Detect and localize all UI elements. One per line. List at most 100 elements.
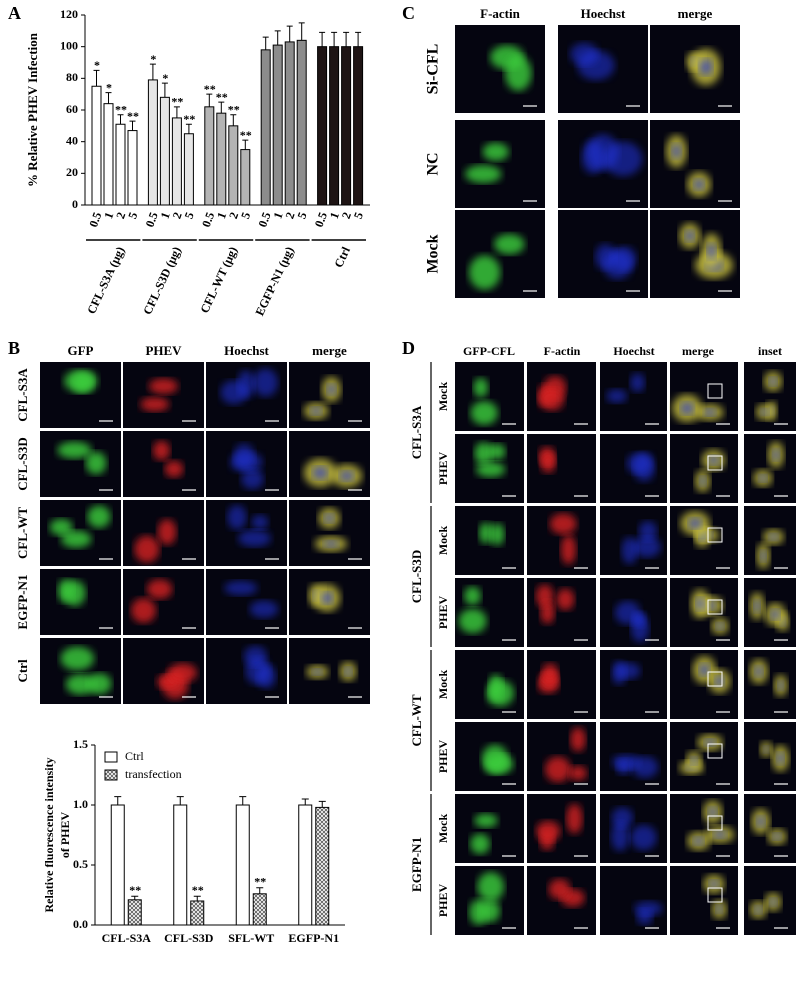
- y-tick-label: 0.5: [73, 857, 88, 871]
- cell-blob: [237, 529, 272, 547]
- nucleus: [768, 533, 779, 541]
- cell-blob: [539, 388, 565, 411]
- cell-blob: [227, 505, 247, 530]
- nucleus: [312, 466, 328, 480]
- y-axis-label: of PHEV: [58, 812, 72, 859]
- group-label: CFL-S3A (μg): [84, 245, 127, 317]
- x-tick-label: 1: [101, 210, 116, 220]
- cell-blob: [556, 588, 575, 611]
- x-tick-label: SFL-WT: [228, 931, 274, 945]
- error-bar: [301, 798, 309, 805]
- bar: [183, 133, 194, 206]
- cell-blob: [251, 514, 269, 530]
- cell-blob: [536, 820, 561, 842]
- y-tick-label: 60: [66, 102, 78, 116]
- bar: [204, 106, 215, 206]
- significance-label: **: [216, 90, 228, 104]
- nucleus: [756, 815, 765, 828]
- nucleus: [324, 513, 335, 523]
- cell-blob: [131, 598, 157, 623]
- row-label: Mock: [436, 670, 450, 700]
- micrograph: [670, 866, 738, 935]
- bar: [252, 893, 267, 926]
- inset-box: [707, 455, 723, 471]
- column-header: merge: [312, 343, 347, 358]
- error-bar: [256, 887, 264, 894]
- panel-label: D: [402, 338, 415, 358]
- row-label: NC: [425, 152, 442, 175]
- bar: [329, 46, 340, 206]
- cell-blob: [87, 673, 112, 695]
- significance-label: **: [171, 95, 183, 109]
- cell-blob: [540, 452, 556, 473]
- x-tick-label: 0.5: [255, 210, 273, 229]
- bar: [298, 804, 313, 926]
- row-label: PHEV: [436, 740, 450, 774]
- x-tick-label: 5: [294, 210, 309, 220]
- cell-blob: [541, 663, 559, 682]
- cell-blob: [611, 661, 627, 685]
- nucleus: [714, 675, 725, 687]
- group-label: CFL-WT: [409, 694, 424, 746]
- cell-blob: [146, 579, 173, 599]
- cell-blob: [638, 521, 658, 542]
- error-bar: [343, 31, 350, 47]
- nucleus: [760, 408, 769, 416]
- column-header: F-actin: [544, 344, 581, 358]
- row-label: CFL-WT: [15, 507, 30, 559]
- inset-box: [707, 887, 723, 903]
- cell-blob: [479, 522, 493, 544]
- inset-box: [707, 527, 723, 543]
- error-bar: [355, 31, 362, 47]
- cell-blob: [614, 600, 641, 625]
- y-tick-label: 0: [72, 197, 78, 211]
- panel-label: A: [8, 3, 21, 23]
- bar: [127, 130, 138, 206]
- bar: [216, 112, 227, 206]
- error-bar: [117, 114, 124, 125]
- nucleus: [758, 474, 768, 483]
- cell-blob: [636, 908, 653, 925]
- row-label: Si-CFL: [425, 44, 442, 95]
- nucleus: [699, 58, 713, 76]
- micrograph: [744, 434, 796, 503]
- bar: [341, 46, 352, 206]
- error-bar: [318, 800, 326, 808]
- nucleus: [776, 752, 785, 765]
- nucleus: [321, 591, 334, 605]
- cell-blob: [148, 378, 179, 395]
- column-header: GFP: [68, 343, 94, 358]
- row-label: Ctrl: [15, 659, 30, 682]
- row-label: PHEV: [436, 452, 450, 486]
- group-label: CFL-S3D (μg): [140, 245, 184, 317]
- nucleus: [753, 599, 761, 613]
- nucleus: [310, 407, 322, 415]
- bar: [91, 85, 102, 206]
- y-tick-label: 1.0: [73, 797, 88, 811]
- nucleus: [693, 836, 704, 846]
- cell-blob: [464, 586, 481, 606]
- nucleus: [760, 550, 767, 562]
- x-tick-label: 1: [158, 210, 173, 220]
- nucleus: [706, 243, 716, 260]
- error-bar: [176, 796, 184, 805]
- row-label: EGFP-N1: [15, 575, 30, 630]
- cell-blob: [630, 824, 657, 851]
- cell-blob: [243, 645, 268, 667]
- cell-blob: [611, 821, 629, 852]
- nucleus: [312, 668, 323, 675]
- cell-blob: [633, 536, 661, 558]
- cell-blob: [241, 468, 264, 490]
- cell-blob: [87, 505, 111, 528]
- cell-blob: [468, 255, 501, 290]
- row-label: Mock: [436, 526, 450, 556]
- column-header: PHEV: [145, 343, 182, 358]
- cell-blob: [157, 519, 177, 545]
- cell-blob: [560, 534, 577, 565]
- nucleus: [695, 597, 705, 611]
- cell-blob: [631, 756, 659, 778]
- error-bar: [129, 120, 136, 131]
- micrograph: [289, 638, 370, 704]
- group-label: CFL-WT (μg): [197, 245, 240, 316]
- x-tick-label: EGFP-N1: [288, 931, 339, 945]
